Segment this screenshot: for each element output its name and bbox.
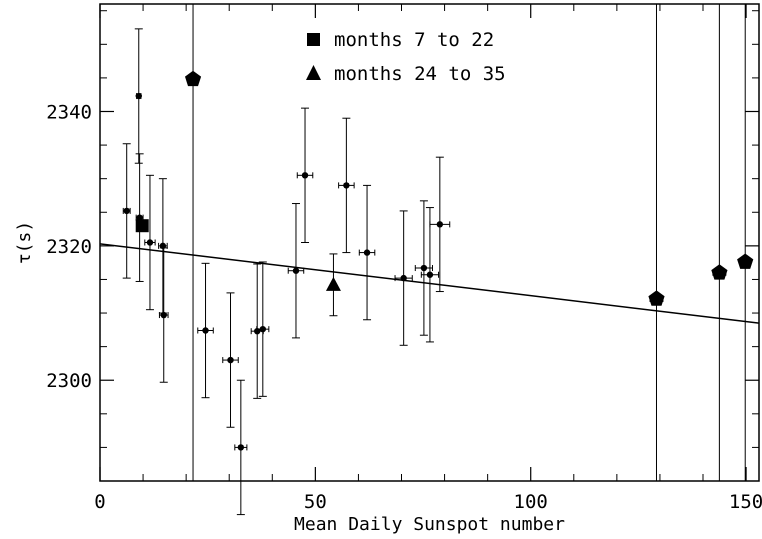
y-tick-label: 2320: [46, 236, 92, 258]
data-point-dot: [237, 444, 245, 451]
data-point-dot: [135, 92, 142, 100]
data-point-dot: [436, 221, 444, 228]
plot-frame: [99, 3, 760, 482]
data-point-pentagon: [185, 70, 202, 87]
data-point-dot: [292, 267, 300, 274]
legend-label-months-7-22: months 7 to 22: [334, 29, 494, 51]
data-point-dot: [123, 207, 130, 215]
x-tick-label: 50: [304, 491, 327, 513]
data-point-dot: [159, 242, 167, 250]
data-point-dot: [227, 356, 234, 364]
y-tick-label: 2300: [46, 370, 92, 392]
x-tick-label: 100: [514, 491, 548, 513]
data-point-dot: [146, 239, 154, 246]
data-point-pentagon: [737, 253, 754, 269]
data-point-triangle: [325, 276, 341, 291]
data-point-pentagon: [711, 264, 728, 280]
y-tick-label: 2340: [46, 101, 92, 123]
data-point-dot: [254, 327, 261, 335]
data-point-dot: [400, 274, 407, 282]
x-axis-label: Mean Daily Sunspot number: [294, 514, 565, 535]
data-point-dot: [202, 327, 209, 334]
x-tick-label: 0: [94, 491, 105, 513]
data-point-dot: [160, 311, 167, 319]
data-point-dot: [301, 172, 309, 179]
y-axis-label: τ(s): [14, 221, 35, 264]
x-tick-label: 150: [729, 491, 762, 513]
legend-triangle-marker: [306, 65, 321, 80]
data-point-dot: [426, 271, 434, 278]
legend: months 7 to 22 months 24 to 35: [306, 29, 506, 85]
tick-layer: 0 50 100 150 2300 2320 2340: [46, 4, 762, 513]
data-point-dot: [343, 182, 350, 189]
marker-layer: [123, 70, 754, 451]
data-point-dot: [363, 249, 371, 256]
data-point-dot: [420, 264, 428, 272]
legend-square-marker: [307, 33, 320, 46]
data-point-dot: [259, 325, 267, 333]
legend-label-months-24-35: months 24 to 35: [334, 63, 506, 85]
data-point-pentagon: [648, 290, 665, 306]
data-point-square: [135, 219, 149, 233]
